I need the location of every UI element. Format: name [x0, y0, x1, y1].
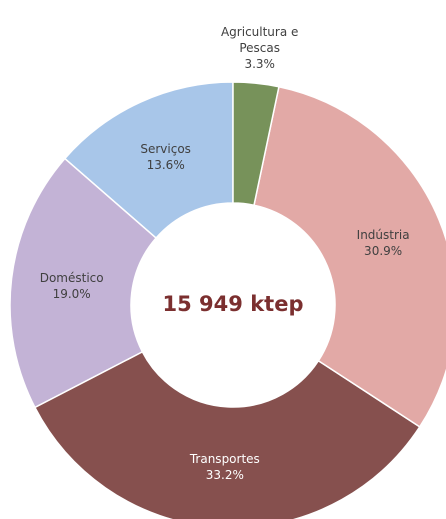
- slice-label: Doméstico 19.0%: [40, 270, 104, 302]
- donut-slice: [33, 350, 421, 519]
- center-label: 15 949 ktep: [163, 292, 304, 316]
- category-label: Doméstico: [39, 270, 104, 285]
- value-label: 13.6%: [146, 158, 185, 173]
- category-label: Agricultura e Pescas: [220, 25, 299, 56]
- slice-label: Transportes 33.2%: [190, 451, 260, 483]
- value-label: 30.9%: [364, 243, 403, 258]
- donut-slice: [63, 81, 234, 240]
- slice-label: Serviços 13.6%: [140, 141, 191, 173]
- value-label: 3.3%: [244, 57, 275, 72]
- slice-label: Indústria 30.9%: [357, 227, 410, 259]
- donut-slice: [232, 81, 280, 207]
- category-label: Indústria: [356, 227, 410, 242]
- donut-slice: [9, 157, 158, 409]
- category-label: Transportes: [189, 452, 260, 467]
- value-label: 19.0%: [52, 286, 91, 301]
- category-label: Serviços: [140, 142, 191, 157]
- slice-label: Agricultura e Pescas 3.3%: [210, 24, 310, 72]
- donut-slice: [253, 85, 446, 428]
- value-label: 33.2%: [205, 468, 244, 483]
